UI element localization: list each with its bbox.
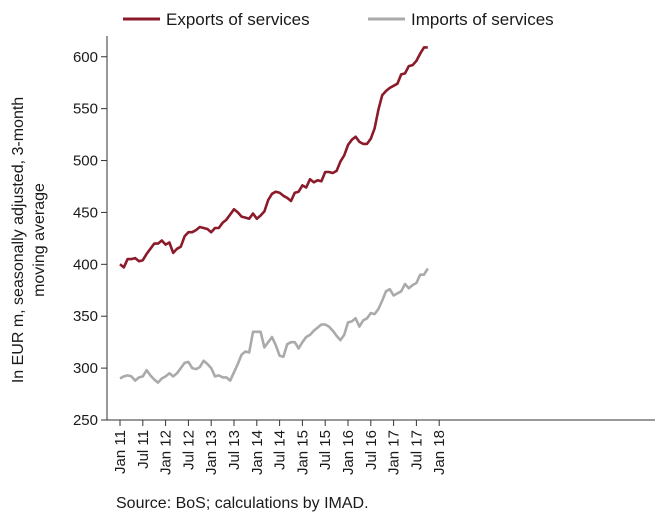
x-tick-label: Jul 11 — [135, 430, 152, 469]
y-tick-label: 450 — [73, 204, 98, 221]
x-ticks: Jan 11 Jul 11 Jan 12 Jul 12 Jan 13 Jul 13 Jan … — [112, 420, 448, 475]
y-tick-label: 400 — [73, 256, 98, 273]
x-tick-label: Jan 13 — [203, 430, 220, 475]
y-axis-title-line2: moving average — [31, 183, 48, 297]
x-tick-label: Jan 11 — [112, 430, 129, 474]
x-tick-label: Jan 16 — [340, 430, 357, 475]
y-ticks: 250 300 350 400 450 500 550 600 — [73, 49, 107, 429]
x-tick-label: Jan 14 — [249, 430, 266, 475]
y-tick-label: 350 — [73, 308, 98, 325]
y-tick-label: 500 — [73, 153, 98, 170]
y-tick-label: 300 — [73, 360, 98, 377]
x-tick-label: Jul 15 — [317, 430, 334, 470]
x-tick-label: Jan 17 — [386, 430, 403, 475]
axes — [106, 36, 655, 421]
series-line-exports — [119, 46, 428, 269]
x-tick-label: Jan 12 — [158, 430, 175, 475]
y-tick-label: 250 — [73, 412, 98, 429]
legend: Exports of services Imports of services — [123, 10, 554, 29]
y-tick-label: 550 — [73, 101, 98, 118]
x-tick-label: Jul 12 — [180, 430, 197, 470]
y-tick-label: 600 — [73, 49, 98, 66]
legend-label-exports: Exports of services — [166, 10, 310, 29]
series-lines — [119, 46, 429, 384]
legend-label-imports: Imports of services — [411, 10, 554, 29]
y-axis-title-line1: In EUR m, seasonally adjusted, 3-month — [10, 97, 27, 383]
x-tick-label: Jul 13 — [226, 430, 243, 470]
series-line-imports — [119, 267, 429, 384]
x-tick-label: Jul 14 — [272, 430, 289, 470]
x-tick-label: Jan 15 — [294, 430, 311, 475]
x-tick-label: Jul 17 — [408, 430, 425, 470]
source-note: Source: BoS; calculations by IMAD. — [116, 495, 369, 512]
x-tick-label: Jul 16 — [363, 430, 380, 470]
x-tick-label: Jan 18 — [431, 430, 448, 475]
